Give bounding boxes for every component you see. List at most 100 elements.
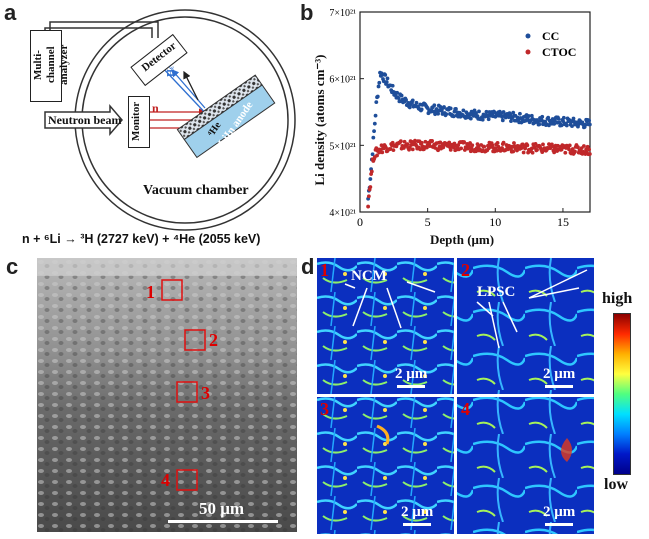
legend-marker-cc	[525, 33, 531, 39]
data-point-ctoc	[552, 150, 557, 155]
data-point-ctoc	[587, 152, 592, 156]
monitor-box	[128, 96, 150, 148]
analyzer-label: Multi-channel analyzer	[32, 44, 70, 86]
lpsc-pointer-5	[528, 287, 580, 299]
data-point-ctoc	[418, 147, 423, 152]
data-point-cc	[373, 113, 378, 118]
data-point-cc	[529, 113, 534, 118]
data-point-ctoc	[430, 139, 435, 143]
map4-scale-label: 2 μm	[543, 504, 576, 520]
data-point-ctoc	[495, 140, 500, 145]
sem-scale-label: 50 μm	[199, 499, 245, 518]
alpha-ray	[183, 70, 199, 101]
data-point-cc	[407, 105, 412, 110]
li-map-2	[457, 258, 594, 394]
data-point-cc	[372, 121, 377, 126]
data-point-ctoc	[366, 194, 371, 199]
data-point-cc	[561, 119, 565, 124]
data-point-cc	[480, 117, 485, 122]
data-point-cc	[508, 112, 513, 117]
data-point-ctoc	[369, 169, 374, 174]
data-point-ctoc	[423, 139, 428, 144]
ncm-pointer-2	[352, 287, 368, 327]
data-point-ctoc	[535, 148, 539, 152]
sem-region-box-2	[184, 329, 206, 351]
data-point-cc	[570, 124, 574, 129]
data-point-ctoc	[573, 149, 577, 154]
data-point-ctoc	[410, 147, 415, 152]
lpsc-pointer-2	[488, 301, 500, 349]
colorbar-low-label: low	[604, 476, 628, 493]
lpsc-pointer-4	[528, 269, 588, 299]
data-point-cc	[374, 100, 379, 105]
li-map-4	[457, 397, 594, 534]
data-point-cc	[433, 112, 437, 117]
data-point-cc	[399, 93, 404, 98]
colorbar-high-label: high	[602, 290, 633, 307]
data-point-cc	[468, 116, 473, 121]
map4-scale-bar	[545, 523, 573, 526]
data-point-cc	[583, 122, 588, 127]
map2-scale-label: 2 μm	[543, 366, 576, 382]
data-point-cc	[377, 80, 382, 85]
sem-texture	[37, 258, 297, 532]
data-point-cc	[552, 121, 557, 126]
data-point-cc	[509, 119, 513, 124]
data-point-ctoc	[427, 144, 432, 148]
data-point-cc	[370, 152, 375, 157]
ncm-pointer-1	[344, 283, 356, 289]
sem-image: 1 2 3 4 50 μm	[37, 258, 297, 532]
data-point-cc	[559, 123, 564, 128]
map2-scale-bar	[545, 385, 573, 388]
data-point-cc	[385, 76, 390, 81]
data-point-cc	[474, 111, 478, 116]
data-point-ctoc	[436, 148, 440, 153]
colorbar	[613, 313, 631, 475]
data-point-ctoc	[525, 143, 530, 148]
data-point-ctoc	[587, 147, 592, 152]
data-point-ctoc	[462, 140, 467, 144]
panel-a-letter: a	[4, 0, 17, 25]
ncm-label: NCM	[351, 268, 387, 284]
data-point-ctoc	[521, 150, 526, 155]
schematic-panel: Multi-channel analyzer Detector Monitor …	[0, 0, 300, 250]
data-point-ctoc	[388, 147, 393, 151]
li-map-1	[317, 258, 454, 394]
data-point-cc	[461, 108, 466, 113]
data-point-ctoc	[476, 144, 481, 149]
data-point-ctoc	[512, 141, 516, 145]
x-tick-label: 5	[425, 215, 431, 229]
panel-d-letter: d	[301, 254, 315, 279]
schematic-drawing	[44, 9, 296, 231]
data-point-ctoc	[447, 140, 452, 145]
data-point-ctoc	[390, 140, 395, 145]
chart-x-axis-label: Depth (μm)	[430, 232, 495, 247]
anode-body	[183, 84, 276, 159]
y-tick-label: 4×10²¹	[329, 208, 356, 219]
data-point-ctoc	[482, 144, 487, 149]
data-point-cc	[390, 83, 395, 88]
data-point-ctoc	[519, 146, 524, 151]
data-point-cc	[587, 118, 592, 123]
data-point-ctoc	[441, 145, 446, 150]
data-point-cc	[395, 90, 400, 95]
vacuum-chamber-label: Vacuum chamber	[143, 183, 249, 198]
data-point-cc	[383, 73, 388, 77]
data-point-ctoc	[366, 204, 371, 209]
data-point-cc	[561, 115, 566, 120]
data-point-ctoc	[470, 143, 475, 148]
lpsc-label: LPSC	[477, 284, 516, 300]
legend-label-cc: CC	[542, 29, 559, 43]
data-point-ctoc	[520, 142, 525, 147]
data-point-cc	[477, 109, 481, 114]
y-tick-label: 5×10²¹	[329, 141, 356, 152]
chart-plot-frame	[359, 11, 591, 213]
map3-scale-label: 2 μm	[401, 504, 434, 520]
lpsc-pointer-1	[476, 301, 494, 317]
data-point-ctoc	[413, 138, 417, 143]
data-point-ctoc	[530, 150, 535, 155]
triton-label: ³H	[163, 66, 175, 77]
panel-b-letter: b	[300, 0, 314, 25]
data-point-cc	[546, 115, 551, 120]
data-point-cc	[381, 79, 386, 84]
